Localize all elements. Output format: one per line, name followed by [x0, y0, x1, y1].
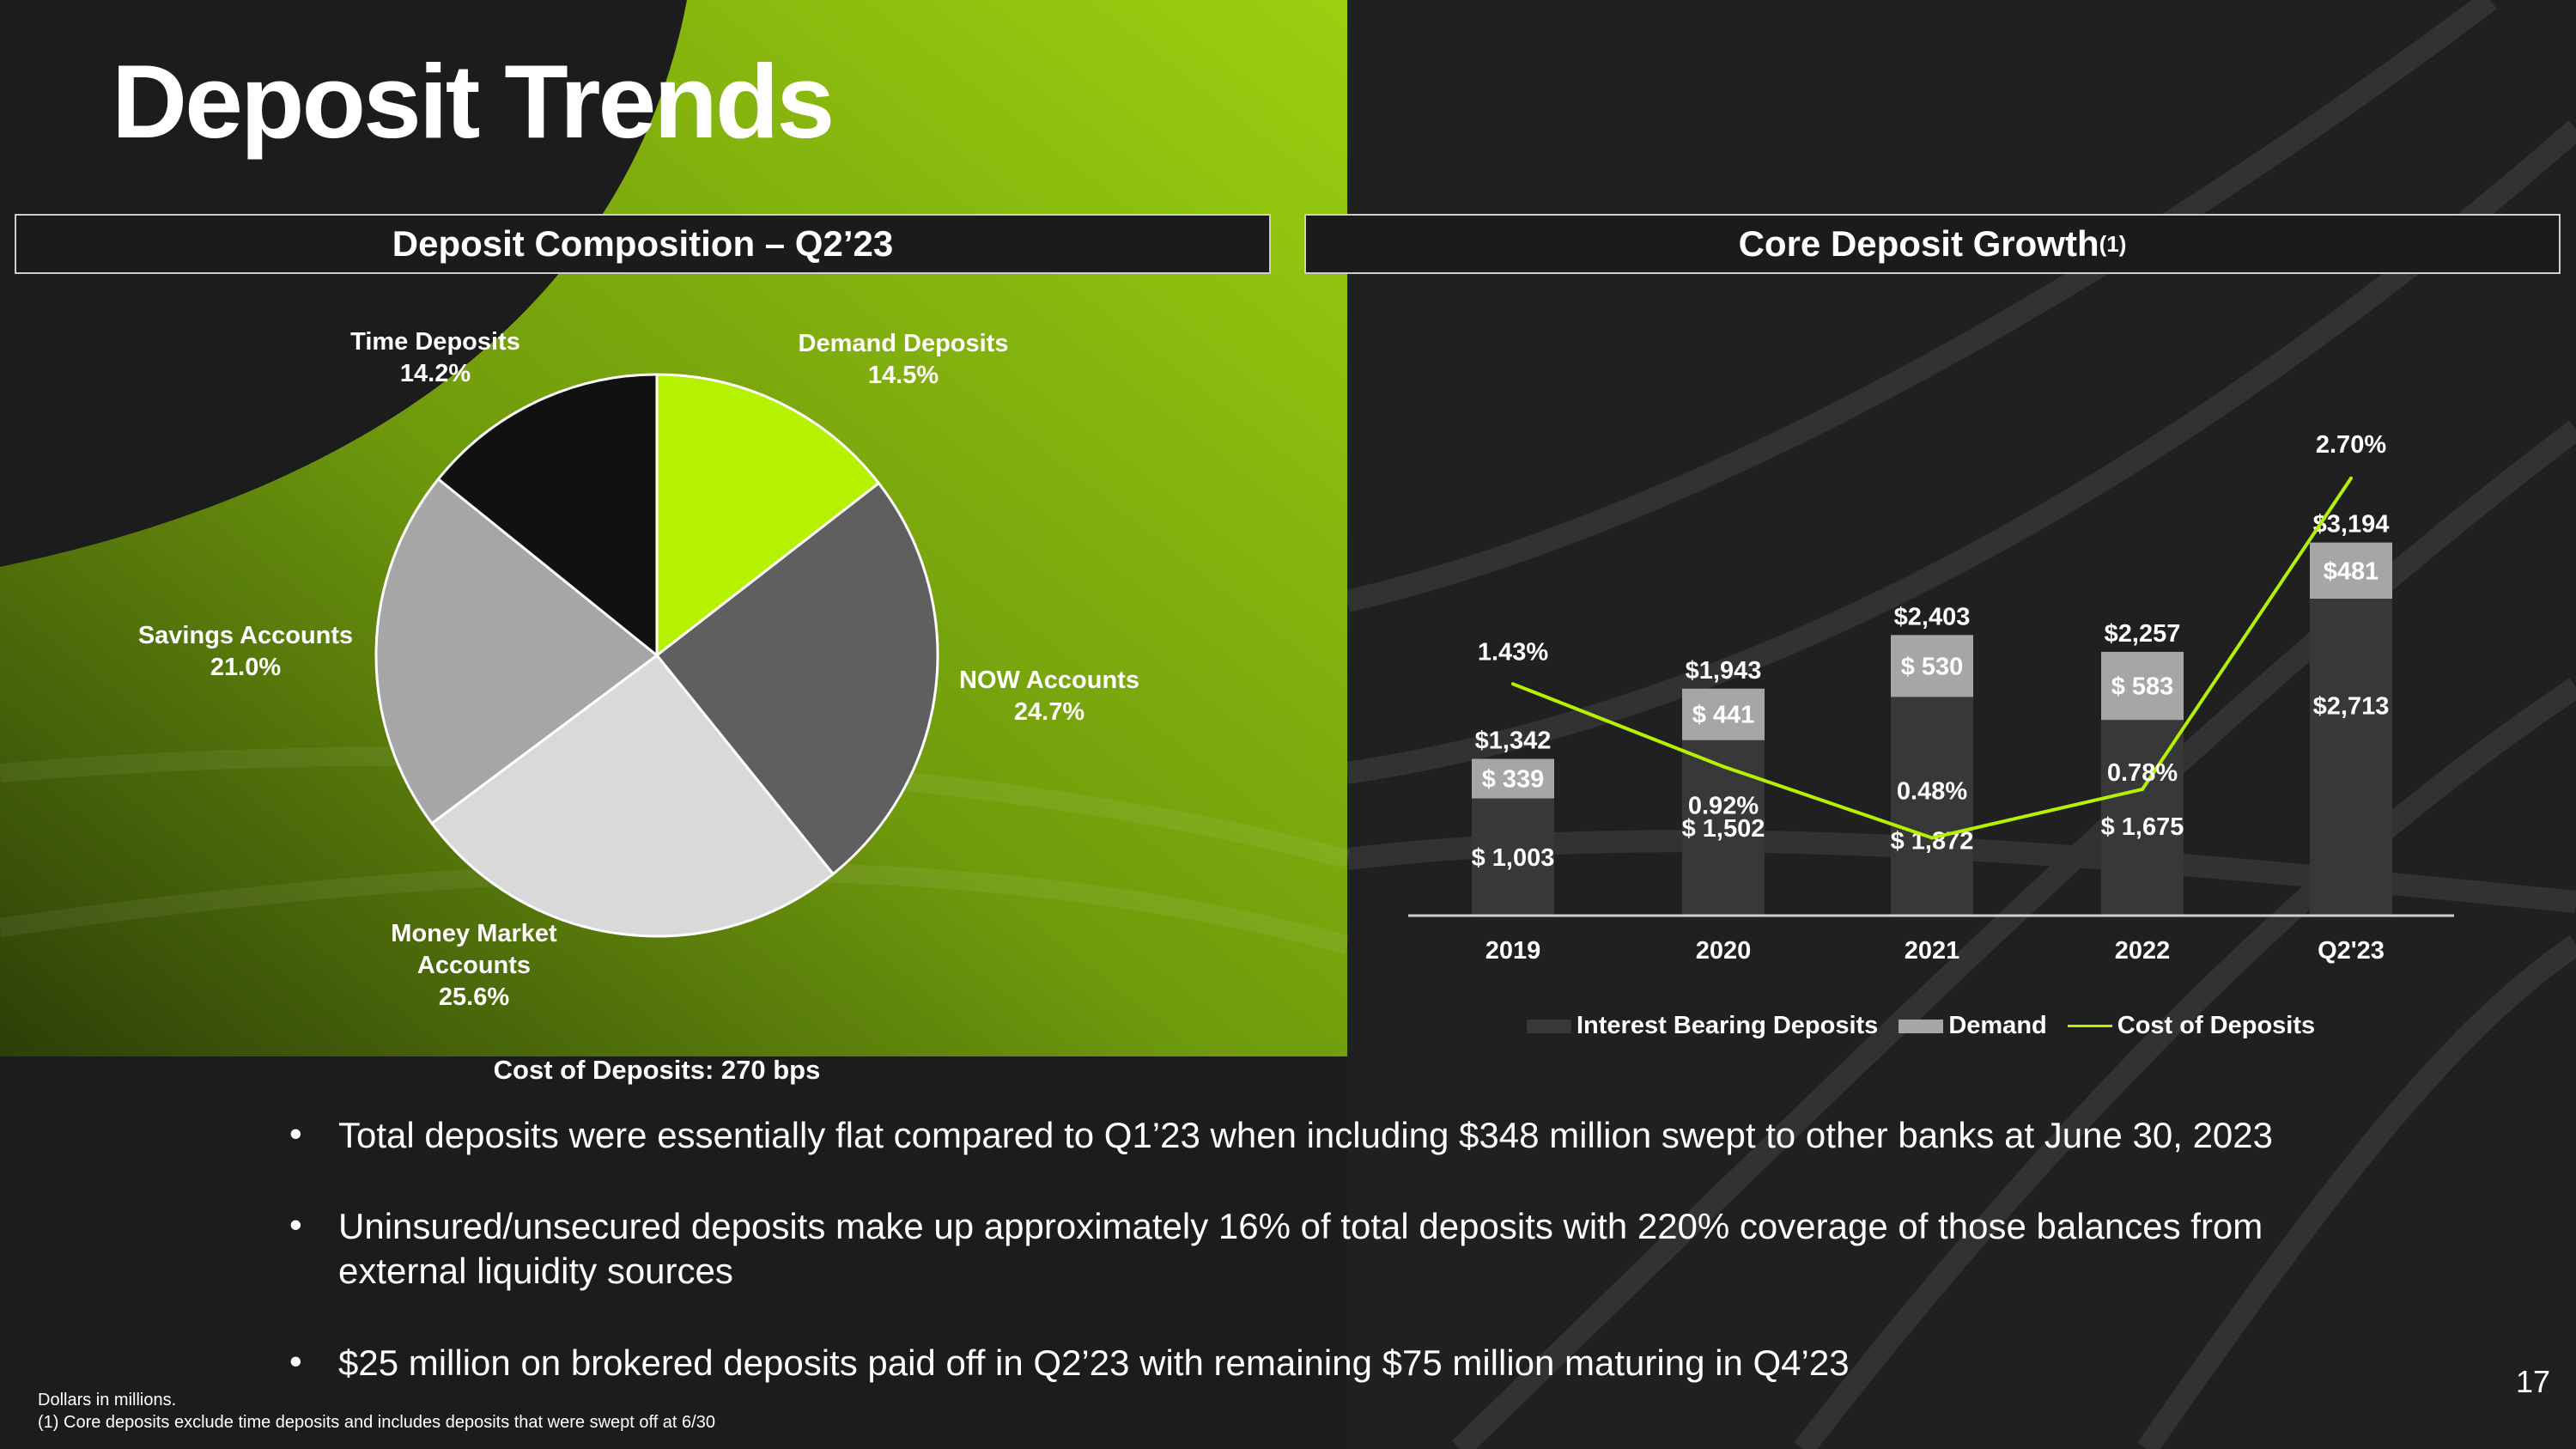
legend-swatch	[1527, 1019, 1571, 1033]
label-total: $3,194	[2313, 511, 2390, 539]
label-cost-of-deposits: 1.43%	[1478, 638, 1548, 666]
label-cost-of-deposits: 0.78%	[2107, 759, 2178, 787]
bar-demand	[2101, 651, 2184, 721]
label-demand: $ 530	[1901, 653, 1964, 680]
bullet-marker: •	[289, 1204, 302, 1245]
label-interest-bearing: $ 1,675	[2101, 813, 2184, 841]
bullet-text: Uninsured/unsecured deposits make up app…	[338, 1206, 2263, 1291]
bar-demand	[1891, 635, 1973, 697]
pie-label-demand-deposits: Demand Deposits 14.5%	[799, 328, 1009, 392]
label-cost-of-deposits: 0.48%	[1897, 777, 1967, 805]
pie-label-pct: 21.0%	[210, 654, 282, 681]
pie-slice-savings-accounts	[374, 477, 659, 825]
x-tick-label: 2022	[2115, 937, 2171, 965]
line-point	[1511, 682, 1515, 686]
x-tick-label: Q2'23	[2318, 937, 2385, 965]
bar-interest-bearing	[2101, 720, 2184, 916]
pie-label-name: Time Deposits	[350, 328, 520, 356]
line-point	[2141, 787, 2144, 791]
legend-item-demand: Demand	[1899, 1012, 2047, 1040]
label-cost-of-deposits: 0.92%	[1688, 792, 1759, 819]
pie-label-money-market: Money Market Accounts 25.6%	[391, 918, 556, 1014]
bullet-marker: •	[289, 1341, 302, 1381]
pie-slice-demand-deposits	[655, 373, 881, 659]
label-total: $1,943	[1686, 657, 1762, 685]
label-demand: $ 441	[1692, 702, 1755, 729]
core-deposit-growth-header: Core Deposit Growth (1)	[1304, 214, 2561, 274]
bar-demand	[1682, 688, 1765, 740]
legend-item-cost-of-deposits: Cost of Deposits	[2067, 1012, 2316, 1040]
bar-demand	[1472, 758, 1554, 799]
bullet-text: $25 million on brokered deposits paid of…	[338, 1342, 1850, 1383]
pie-label-time-deposits: Time Deposits 14.2%	[350, 326, 520, 390]
footnote-dollars: Dollars in millions.	[38, 1391, 177, 1409]
pie-slice-time-deposits	[436, 373, 659, 659]
pie-label-pct: 14.5%	[867, 362, 939, 389]
legend-item-interest-bearing: Interest Bearing Deposits	[1527, 1012, 1878, 1040]
label-total: $1,342	[1475, 727, 1552, 754]
label-interest-bearing: $ 1,502	[1682, 815, 1765, 843]
legend-swatch	[1899, 1019, 1944, 1033]
x-tick-label: 2019	[1485, 937, 1541, 965]
pie-label-name: Money Market	[391, 920, 557, 947]
footnote-core-deposits: (1) Core deposits exclude time deposits …	[38, 1413, 715, 1432]
bullet-text: Total deposits were essentially flat com…	[338, 1115, 2274, 1155]
line-point	[2349, 476, 2353, 480]
label-total: $2,403	[1894, 603, 1971, 630]
bar-demand	[2310, 542, 2392, 600]
pie-label-name: Savings Accounts	[137, 622, 354, 649]
bullet-marker: •	[289, 1113, 302, 1154]
core-deposit-growth-title: Core Deposit Growth	[1738, 223, 2099, 264]
bar-interest-bearing	[2310, 599, 2392, 916]
label-interest-bearing: $ 1,003	[1472, 844, 1555, 872]
pie-label-name: Demand Deposits	[798, 330, 1009, 357]
bar-interest-bearing	[1891, 697, 1973, 916]
footnote-marker: (1)	[2099, 230, 2127, 257]
legend-line	[2067, 1025, 2112, 1027]
pie-label-name: Accounts	[416, 952, 532, 979]
label-total: $2,257	[2105, 620, 2181, 648]
pie-label-name: NOW Accounts	[959, 667, 1139, 694]
label-demand: $ 339	[1482, 766, 1545, 794]
page-title: Deposit Trends	[112, 43, 835, 160]
pie-label-pct: 14.2%	[399, 360, 471, 387]
bar-interest-bearing	[1472, 798, 1554, 916]
line-point	[1722, 764, 1725, 769]
legend-label: Demand	[1948, 1012, 2047, 1039]
label-demand: $ 583	[2111, 673, 2174, 701]
pie-slice-money-market-accounts	[429, 653, 835, 938]
legend-label: Cost of Deposits	[2117, 1012, 2316, 1039]
pie-slice-now-accounts	[654, 481, 939, 876]
deposit-composition-header: Deposit Composition – Q2’23	[15, 214, 1271, 274]
pie-label-pct: 25.6%	[438, 983, 510, 1011]
label-demand: $481	[2324, 557, 2379, 585]
core-deposit-growth-chart: $ 1,003 $ 339 $1,342 2019 $ 1,502 $ 441 $1,943…	[1408, 431, 2454, 965]
cost-of-deposits-note: Cost of Deposits: 270 bps	[493, 1055, 821, 1085]
pie-label-now-accounts: NOW Accounts 24.7%	[959, 665, 1139, 728]
chart-legend: Interest Bearing Deposits Demand Cost of…	[1527, 1012, 2327, 1040]
label-cost-of-deposits: 2.70%	[2316, 431, 2386, 459]
deposit-composition-title: Deposit Composition – Q2’23	[392, 223, 894, 264]
pie-label-pct: 24.7%	[1013, 698, 1085, 726]
legend-label: Interest Bearing Deposits	[1577, 1012, 1879, 1039]
label-interest-bearing: $2,713	[2313, 693, 2390, 721]
bar-interest-bearing	[1682, 740, 1765, 916]
line-point	[1930, 836, 1934, 840]
x-tick-label: 2020	[1696, 937, 1752, 965]
pie-label-savings-accounts: Savings Accounts 21.0%	[138, 620, 353, 684]
deposit-composition-pie	[374, 373, 939, 938]
page-number: 17	[2516, 1364, 2551, 1399]
x-tick-label: 2021	[1905, 937, 1960, 965]
